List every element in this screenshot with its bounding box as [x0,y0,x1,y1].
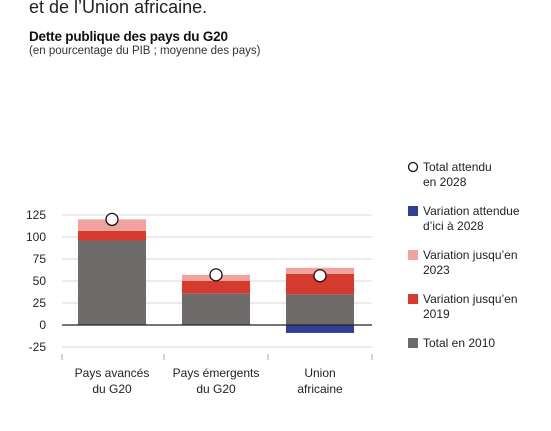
x-category-label: Pays émergents du G20 [173,366,260,396]
bar-segment-variation_2019 [78,230,146,241]
legend-label: Variation jusqu’en 2019 [423,292,518,321]
legend-label: Variation attendue d’ici à 2028 [423,204,520,233]
x-category-label: Pays avancés du G20 [75,366,150,396]
total-2028-marker [313,269,327,283]
y-tick-label: 100 [26,230,46,244]
legend-swatch-total-2028 [407,161,419,173]
legend-label: Total attendu en 2028 [423,160,492,189]
legend-swatch-variation_2023 [408,250,418,260]
bar-segment-total_2010 [78,240,146,325]
legend-label: Total en 2010 [423,336,495,350]
legend-swatch-variation_2019 [408,294,418,304]
heading-line: et de l’Union africaine. [29,0,208,17]
total-2028-marker [209,268,223,282]
y-tick-label: -25 [29,340,47,354]
y-tick-label: 25 [33,296,47,310]
legend-label: Variation jusqu’en 2023 [423,248,518,277]
legend-swatch-variation_2028 [408,206,418,216]
chart-title: Dette publique des pays du G20 [29,29,228,44]
x-category-label: Union africaine [297,366,343,396]
bar-segment-variation_2028 [286,325,354,333]
total-2028-marker [105,212,119,227]
y-tick-label: 0 [39,318,46,332]
axis: Pays avancés du G20 Pays émergents du G20 Un… [61,324,373,396]
y-tick-label: 125 [26,208,46,222]
y-tick-label: 75 [33,252,47,266]
bar-segment-variation_2019 [286,273,354,295]
y-tick-label: 50 [33,274,47,288]
chart-subtitle: (en pourcentage du PIB ; moyenne des pay… [29,45,261,57]
bar-segment-variation_2019 [182,281,250,294]
bar-segment-total_2010 [182,293,250,325]
legend-swatch-total_2010 [408,338,418,348]
legend: Total attendu en 2028 Variation attendue d’… [407,160,520,350]
bar-segment-total_2010 [286,294,354,325]
markers [105,212,327,283]
